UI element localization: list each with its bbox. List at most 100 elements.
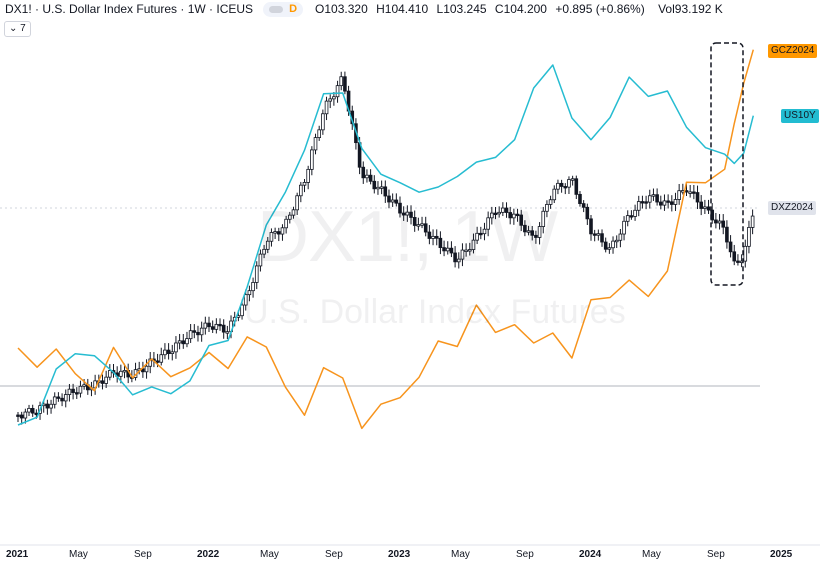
candle-body <box>34 412 39 416</box>
candle-body <box>519 214 524 226</box>
x-tick-label: Sep <box>706 549 725 560</box>
candle-body <box>747 227 751 247</box>
data-mode-toggle[interactable]: D <box>263 1 304 17</box>
candle-body <box>141 368 145 373</box>
candle-body <box>736 260 740 263</box>
candle-body <box>673 199 678 205</box>
candle-body <box>335 85 340 98</box>
candle-body <box>567 179 571 188</box>
change-value: +0.895 (+0.86%) <box>555 2 645 16</box>
candle-body <box>714 219 718 224</box>
candle-body <box>420 223 424 226</box>
candle-body <box>574 178 579 195</box>
candle-body <box>409 211 413 218</box>
candle-body <box>508 212 512 219</box>
candle-body <box>622 220 626 235</box>
highlight-box[interactable] <box>710 42 744 286</box>
candle-body <box>717 220 722 224</box>
x-tick-label: May <box>69 549 88 560</box>
candle-body <box>240 304 244 317</box>
candle-body <box>288 214 292 220</box>
candle-body <box>497 211 501 215</box>
candle-body <box>647 195 652 203</box>
candle-body <box>306 168 310 183</box>
candle-body <box>214 323 219 330</box>
x-tick-label: May <box>451 549 470 560</box>
candle-body <box>412 217 417 226</box>
candle-body <box>537 226 542 238</box>
candle-body <box>534 234 538 238</box>
indicator-count: 7 <box>20 23 26 34</box>
candle-body <box>625 215 630 222</box>
candle-body <box>614 239 619 243</box>
indicators-collapse-button[interactable]: ⌄ 7 <box>4 21 31 37</box>
x-tick-label: May <box>642 549 661 560</box>
candle-body <box>655 194 659 203</box>
candle-body <box>332 96 336 100</box>
dxy-candles <box>16 71 755 425</box>
candle-body <box>490 212 494 219</box>
candle-body <box>276 231 281 235</box>
candle-body <box>174 342 178 353</box>
candle-body <box>662 200 667 206</box>
candle-body <box>210 326 215 330</box>
toggle-pill-icon <box>269 5 284 13</box>
candle-body <box>453 252 457 263</box>
x-tick-label: 2021 <box>6 549 29 560</box>
high-label: H <box>376 2 385 16</box>
candle-body <box>600 233 604 243</box>
candle-body <box>243 294 248 306</box>
candle-body <box>541 210 546 227</box>
candle-body <box>442 247 446 252</box>
candle-body <box>732 251 737 262</box>
candle-body <box>523 224 527 233</box>
candle-body <box>431 235 435 239</box>
candle-body <box>74 392 79 395</box>
candle-body <box>159 354 164 363</box>
series-line-us10y[interactable] <box>17 64 755 426</box>
candle-body <box>170 351 175 354</box>
series-line-gcz2024[interactable] <box>17 49 755 430</box>
candle-body <box>548 199 553 205</box>
chevron-down-icon: ⌄ <box>9 23 18 34</box>
ohlc-values: O103.320 H104.410 L103.245 C104.200 +0.8… <box>315 2 728 16</box>
x-tick-label: Sep <box>324 549 343 560</box>
candle-body <box>343 76 347 92</box>
candle-body <box>467 249 472 252</box>
candle-body <box>464 249 468 252</box>
close-label: C <box>494 2 504 16</box>
candle-body <box>688 191 692 194</box>
volume-label: Vol <box>658 2 675 16</box>
candle-body <box>302 182 307 186</box>
candle-body <box>196 331 200 336</box>
candle-body <box>376 186 380 190</box>
candle-body <box>728 241 733 253</box>
candle-body <box>633 209 637 217</box>
candle-body <box>372 180 377 190</box>
candle-body <box>556 182 560 190</box>
price-label-gold: GCZ2024 <box>768 44 818 58</box>
candle-body <box>324 100 329 115</box>
candle-body <box>743 245 748 262</box>
candle-body <box>192 330 197 333</box>
candle-body <box>658 201 663 206</box>
candle-body <box>398 202 402 214</box>
x-tick-label: 2025 <box>770 549 793 560</box>
candle-body <box>280 227 285 235</box>
candle-body <box>166 349 171 354</box>
price-label-us10y: US10Y <box>781 109 819 123</box>
delayed-badge: D <box>289 3 298 15</box>
symbol-title[interactable]: DX1! · U.S. Dollar Index Futures · 1W · … <box>5 2 254 16</box>
candle-body <box>295 195 299 211</box>
candle-body <box>695 192 700 203</box>
candle-body <box>750 215 755 228</box>
candle-body <box>636 201 641 211</box>
candle-body <box>108 370 112 378</box>
candle-body <box>82 384 86 387</box>
candle-body <box>405 211 410 216</box>
candle-body <box>475 232 479 241</box>
candle-body <box>501 207 505 213</box>
candle-body <box>515 213 520 217</box>
candle-body <box>60 397 64 402</box>
